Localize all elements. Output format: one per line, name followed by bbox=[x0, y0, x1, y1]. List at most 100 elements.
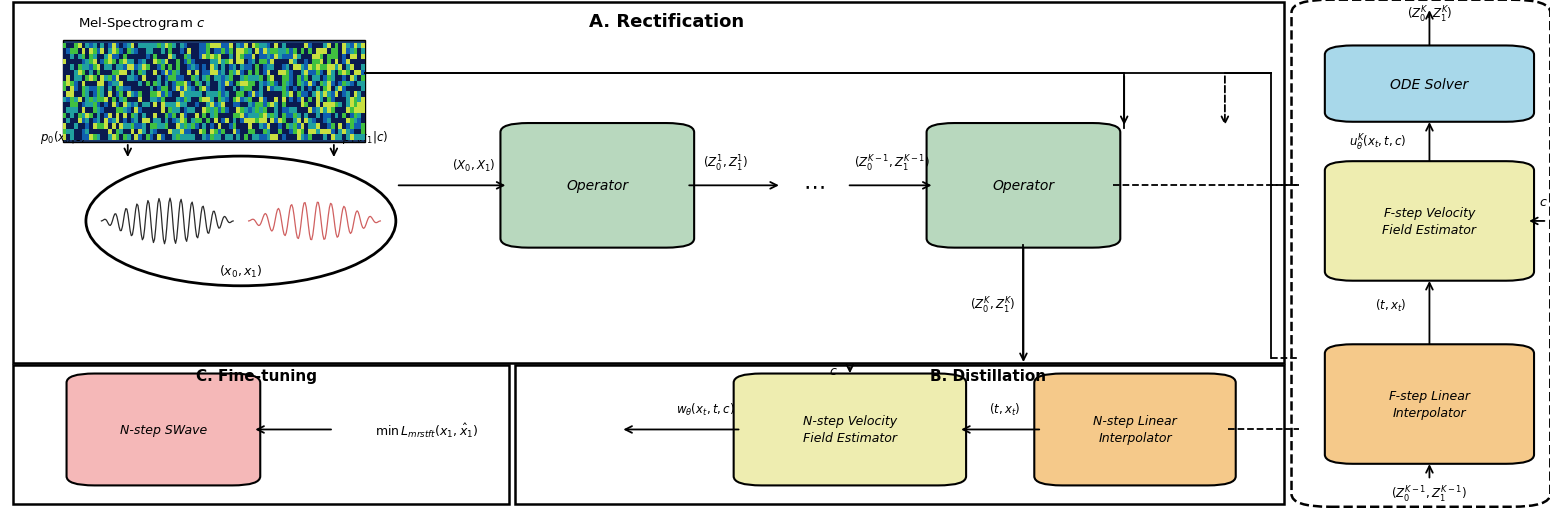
Bar bbox=[101, 92, 104, 97]
Bar bbox=[127, 130, 130, 135]
Bar bbox=[62, 108, 67, 114]
Bar bbox=[275, 81, 278, 87]
Bar bbox=[206, 124, 209, 130]
Bar bbox=[330, 49, 335, 54]
Bar bbox=[70, 97, 74, 103]
Bar bbox=[130, 44, 135, 49]
Bar bbox=[293, 87, 296, 92]
Bar bbox=[203, 108, 206, 114]
Bar bbox=[143, 87, 146, 92]
Bar bbox=[119, 119, 123, 124]
Bar bbox=[233, 135, 236, 140]
Bar bbox=[149, 81, 154, 87]
Bar bbox=[157, 71, 161, 76]
Bar bbox=[244, 54, 248, 60]
Bar bbox=[301, 54, 304, 60]
Bar bbox=[209, 54, 214, 60]
Bar bbox=[267, 87, 270, 92]
Bar bbox=[244, 103, 248, 108]
Bar bbox=[88, 60, 93, 65]
Bar bbox=[346, 114, 349, 119]
Bar bbox=[123, 124, 127, 130]
Bar bbox=[143, 103, 146, 108]
Bar bbox=[183, 81, 188, 87]
Bar bbox=[206, 60, 209, 65]
Bar bbox=[316, 44, 320, 49]
Bar bbox=[119, 60, 123, 65]
Bar bbox=[248, 44, 251, 49]
Bar bbox=[116, 97, 119, 103]
Bar bbox=[217, 119, 222, 124]
Bar bbox=[327, 71, 330, 76]
Bar bbox=[88, 81, 93, 87]
Bar bbox=[349, 65, 354, 71]
Bar bbox=[172, 76, 175, 81]
Bar bbox=[127, 108, 130, 114]
Bar bbox=[188, 97, 191, 103]
Bar bbox=[262, 65, 267, 71]
Bar bbox=[188, 65, 191, 71]
Bar bbox=[236, 103, 240, 108]
Bar bbox=[164, 87, 169, 92]
Bar bbox=[270, 76, 275, 81]
Bar bbox=[275, 44, 278, 49]
Bar bbox=[338, 130, 343, 135]
Bar bbox=[293, 65, 296, 71]
Bar bbox=[146, 44, 149, 49]
Bar bbox=[248, 124, 251, 130]
Bar bbox=[316, 81, 320, 87]
Bar bbox=[256, 130, 259, 135]
Bar bbox=[296, 76, 301, 81]
Bar bbox=[248, 135, 251, 140]
Bar bbox=[233, 44, 236, 49]
Bar bbox=[135, 49, 138, 54]
Bar bbox=[312, 135, 316, 140]
Bar bbox=[154, 103, 157, 108]
Bar bbox=[230, 135, 233, 140]
Bar bbox=[225, 124, 230, 130]
Bar bbox=[206, 114, 209, 119]
Bar bbox=[146, 71, 149, 76]
Bar bbox=[275, 135, 278, 140]
Bar bbox=[282, 114, 285, 119]
Bar bbox=[164, 119, 169, 124]
Bar bbox=[214, 135, 217, 140]
Bar bbox=[270, 130, 275, 135]
Bar bbox=[135, 65, 138, 71]
Bar bbox=[127, 87, 130, 92]
Bar bbox=[138, 92, 143, 97]
Bar bbox=[244, 92, 248, 97]
Bar bbox=[343, 49, 346, 54]
Bar bbox=[290, 130, 293, 135]
Bar bbox=[214, 130, 217, 135]
Bar bbox=[169, 87, 172, 92]
Bar bbox=[225, 135, 230, 140]
Bar bbox=[88, 76, 93, 81]
Bar bbox=[309, 130, 312, 135]
Bar bbox=[127, 60, 130, 65]
Bar bbox=[180, 54, 183, 60]
Bar bbox=[146, 92, 149, 97]
Text: $(Z_0^{K-1}, Z_1^{K-1})$: $(Z_0^{K-1}, Z_1^{K-1})$ bbox=[1391, 484, 1467, 504]
Bar bbox=[135, 71, 138, 76]
FancyBboxPatch shape bbox=[67, 374, 261, 486]
Bar bbox=[309, 71, 312, 76]
Bar bbox=[304, 60, 309, 65]
Bar bbox=[296, 60, 301, 65]
Bar bbox=[146, 76, 149, 81]
Bar bbox=[320, 65, 323, 71]
Bar bbox=[180, 97, 183, 103]
Bar bbox=[85, 97, 88, 103]
Bar bbox=[338, 76, 343, 81]
Bar bbox=[267, 103, 270, 108]
Bar bbox=[70, 44, 74, 49]
Bar bbox=[93, 49, 96, 54]
Bar bbox=[130, 49, 135, 54]
Bar bbox=[96, 65, 101, 71]
Bar bbox=[222, 44, 225, 49]
Bar bbox=[335, 49, 338, 54]
Bar bbox=[217, 97, 222, 103]
Bar bbox=[146, 60, 149, 65]
Bar bbox=[123, 114, 127, 119]
Bar bbox=[109, 124, 112, 130]
